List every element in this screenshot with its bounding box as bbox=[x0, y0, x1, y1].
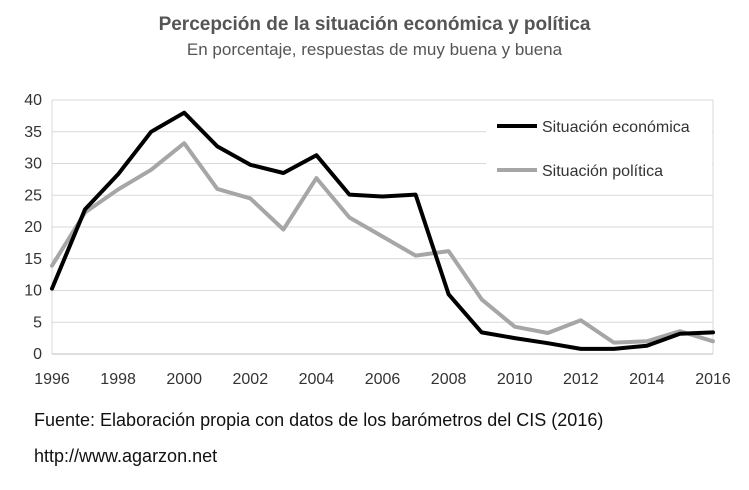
chart-subtitle: En porcentaje, respuestas de muy buena y… bbox=[186, 40, 563, 59]
x-tick-label: 1996 bbox=[34, 371, 70, 388]
source-url[interactable]: http://www.agarzon.net bbox=[34, 446, 218, 466]
y-tick-label: 0 bbox=[33, 346, 42, 363]
y-tick-label: 15 bbox=[24, 251, 42, 268]
chart-title: Percepción de la situación económica y p… bbox=[158, 14, 591, 35]
x-tick-label: 2008 bbox=[431, 371, 467, 388]
series-line-politica bbox=[50, 141, 715, 345]
y-tick-label: 40 bbox=[24, 92, 42, 109]
y-tick-label: 5 bbox=[33, 314, 42, 331]
x-tick-label: 2012 bbox=[563, 371, 599, 388]
x-tick-label: 1998 bbox=[100, 371, 136, 388]
y-tick-label: 30 bbox=[24, 156, 42, 173]
x-tick-label: 2004 bbox=[299, 371, 335, 388]
legend-label: Situación política bbox=[542, 163, 663, 180]
x-tick-label: 2010 bbox=[497, 371, 533, 388]
x-tick-label: 2002 bbox=[233, 371, 269, 388]
x-tick-label: 2014 bbox=[629, 371, 665, 388]
legend-label: Situación económica bbox=[542, 119, 690, 136]
x-tick-label: 2000 bbox=[166, 371, 202, 388]
source-note: Fuente: Elaboración propia con datos de … bbox=[34, 410, 604, 430]
x-tick-label: 2006 bbox=[365, 371, 401, 388]
y-tick-label: 10 bbox=[24, 283, 42, 300]
y-tick-label: 20 bbox=[24, 219, 42, 236]
x-tick-label: 2016 bbox=[695, 371, 731, 388]
y-tick-label: 35 bbox=[24, 124, 42, 141]
y-tick-label: 25 bbox=[24, 187, 42, 204]
series-line-economica bbox=[50, 110, 715, 351]
line-chart: 0 5 10 15 20 25 30 35 40 1996 1998 2000 2002 2004 2006… bbox=[24, 92, 731, 388]
